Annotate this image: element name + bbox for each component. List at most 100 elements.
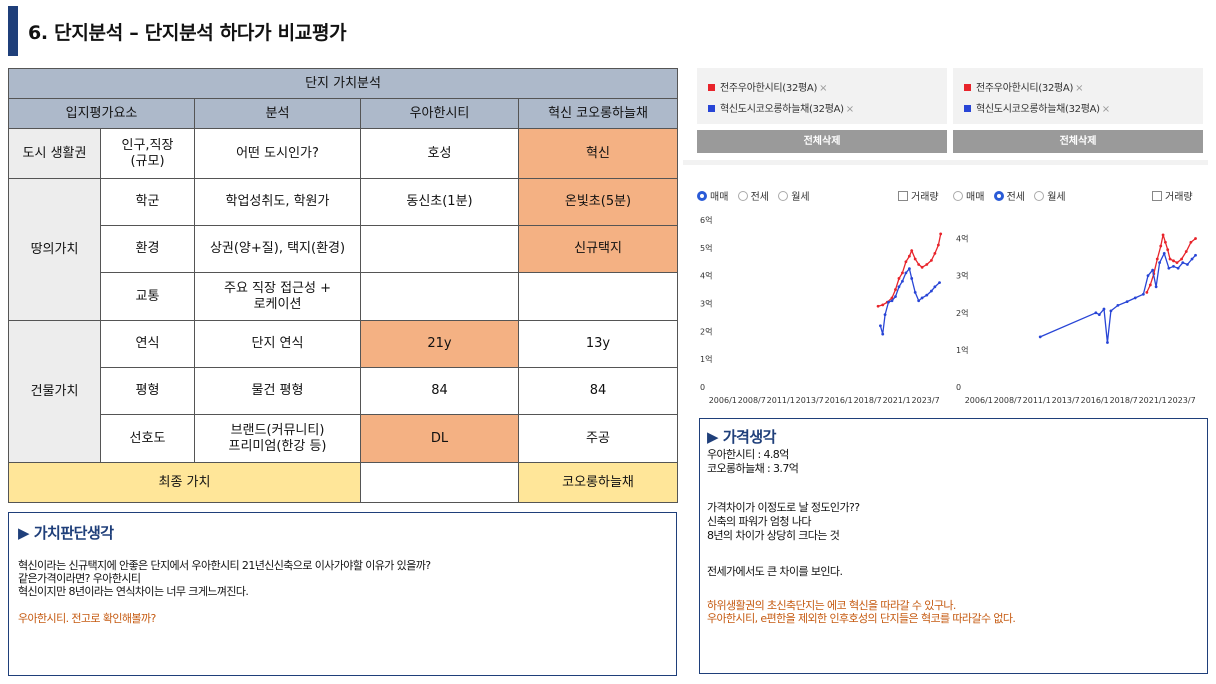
filter-chip[interactable]: 혁신도시코오롱하늘채(32평A) × <box>708 100 854 115</box>
table-title: 단지 가치분석 <box>7 68 679 99</box>
price-series-line <box>1039 251 1196 343</box>
x-tick-label: 2023/7 <box>1168 396 1196 405</box>
close-icon[interactable]: × <box>1101 104 1110 115</box>
price-point <box>1162 252 1166 255</box>
radio-label: 전세 <box>1006 192 1025 203</box>
price-point <box>930 258 933 262</box>
final-value-a <box>360 462 519 503</box>
title-accent-bar <box>8 6 18 56</box>
red-square-icon <box>964 84 971 91</box>
y-tick-label: 6억 <box>700 215 712 225</box>
price-point <box>887 300 890 304</box>
red-square-icon <box>708 84 715 91</box>
price-point <box>1145 290 1149 294</box>
price-point <box>894 295 897 298</box>
value-box-line: 같은가격이라면? 우아한시티 <box>18 572 141 585</box>
factor-cell: 학군 <box>100 178 195 226</box>
filter-chip[interactable]: 전주우아한시티(32평A) × <box>964 79 1083 94</box>
value-cell-b: 혁신 <box>517 128 679 179</box>
price-box-line: 8년의 차이가 상당히 크다는 것 <box>707 529 840 542</box>
x-tick-label: 2006/1 <box>965 396 993 405</box>
y-tick-label: 2억 <box>956 308 968 318</box>
price-point <box>917 263 921 266</box>
price-point <box>1094 311 1098 315</box>
price-point <box>897 277 901 280</box>
value-cell-a <box>360 225 519 273</box>
y-tick-label: 1억 <box>700 354 712 364</box>
price-point <box>1190 257 1194 261</box>
volume-checkbox[interactable] <box>1152 191 1162 201</box>
price-point <box>913 290 917 294</box>
radio-sale[interactable] <box>953 191 963 201</box>
price-point <box>920 296 924 300</box>
y-tick-label: 0 <box>700 383 705 392</box>
blue-square-icon <box>708 105 715 112</box>
x-tick-label: 2021/1 <box>1139 396 1167 405</box>
radio-monthly[interactable] <box>1034 191 1045 201</box>
volume-toggle[interactable]: 거래량 <box>1152 188 1193 203</box>
radio-jeonse[interactable] <box>737 191 748 201</box>
filter-chip[interactable]: 혁신도시코오롱하늘채(32평A) × <box>964 100 1110 115</box>
price-box-line: 우아한시티 : 4.8억 <box>707 448 789 461</box>
trade-type-radio-group: 매매 전세 월세 <box>697 188 816 203</box>
volume-toggle[interactable]: 거래량 <box>898 188 939 203</box>
filter-chip-label: 혁신도시코오롱하늘채(32평A) <box>720 104 844 115</box>
factor-cell: 환경 <box>100 225 195 273</box>
price-point <box>1167 266 1171 270</box>
x-tick-label: 2018/7 <box>1110 396 1138 405</box>
close-icon[interactable]: × <box>819 83 828 94</box>
price-point <box>881 332 885 336</box>
price-point <box>1186 263 1189 266</box>
filter-chip-label: 전주우아한시티(32평A) <box>720 83 818 94</box>
delete-all-button[interactable]: 전체삭제 <box>697 130 947 153</box>
radio-sale[interactable] <box>697 191 707 201</box>
radio-jeonse[interactable] <box>993 191 1004 201</box>
price-point <box>938 281 941 285</box>
delete-all-button[interactable]: 전체삭제 <box>953 130 1203 153</box>
price-box-heading: ▶ 가격생각 <box>707 428 776 446</box>
filter-panel-right: 전주우아한시티(32평A) × 혁신도시코오롱하늘채(32평A) × <box>953 68 1203 124</box>
value-cell-b: 84 <box>517 367 679 415</box>
value-box-highlight: 우아한시티. 전고로 확인해볼까? <box>18 612 156 625</box>
price-point <box>907 254 911 258</box>
factor-cell: 연식 <box>100 320 195 368</box>
x-tick-label: 2016/1 <box>825 396 853 405</box>
price-point <box>881 303 885 307</box>
radio-monthly[interactable] <box>778 191 789 201</box>
price-point <box>1038 335 1042 339</box>
close-icon[interactable]: × <box>845 104 854 115</box>
section-city-life: 도시 생활권 <box>8 128 101 179</box>
filter-chip-label: 혁신도시코오롱하늘채(32평A) <box>976 104 1100 115</box>
radio-label: 전세 <box>750 192 769 203</box>
final-value-label: 최종 가치 <box>8 462 361 503</box>
price-box-line: 코오롱하늘채 : 3.7억 <box>707 462 799 475</box>
price-point <box>933 285 937 289</box>
close-icon[interactable]: × <box>1075 83 1084 94</box>
price-point <box>1163 240 1167 244</box>
price-point <box>1189 240 1193 244</box>
volume-checkbox[interactable] <box>898 191 908 201</box>
value-cell-b: 13y <box>517 320 679 368</box>
price-point <box>1194 253 1197 257</box>
blue-square-icon <box>964 105 971 112</box>
radio-label: 매매 <box>710 192 729 203</box>
price-point <box>1184 250 1188 253</box>
analysis-cell: 브랜드(커뮤니티) 프리미엄(한강 등) <box>194 414 361 463</box>
radio-label: 매매 <box>966 192 985 203</box>
y-tick-label: 5억 <box>700 243 712 253</box>
price-point <box>1166 248 1170 252</box>
x-tick-label: 2013/7 <box>796 396 824 405</box>
value-cell-a: 21y <box>360 320 519 368</box>
price-point <box>1176 266 1180 270</box>
price-point <box>904 260 908 264</box>
price-point <box>1133 296 1137 300</box>
analysis-cell: 물건 평형 <box>194 367 361 415</box>
y-tick-label: 3억 <box>956 271 968 281</box>
filter-chip[interactable]: 전주우아한시티(32평A) × <box>708 79 827 94</box>
value-box-line: 혁신이라는 신규택지에 안좋은 단지에서 우아한시티 21년신신축으로 이사가야… <box>18 559 431 572</box>
y-tick-label: 1억 <box>956 345 968 355</box>
price-point <box>904 271 908 275</box>
price-box-highlight: 하위생활권의 초신축단지는 에코 혁신을 따라갈 수 있구나. <box>707 599 956 612</box>
price-point <box>1116 303 1120 307</box>
